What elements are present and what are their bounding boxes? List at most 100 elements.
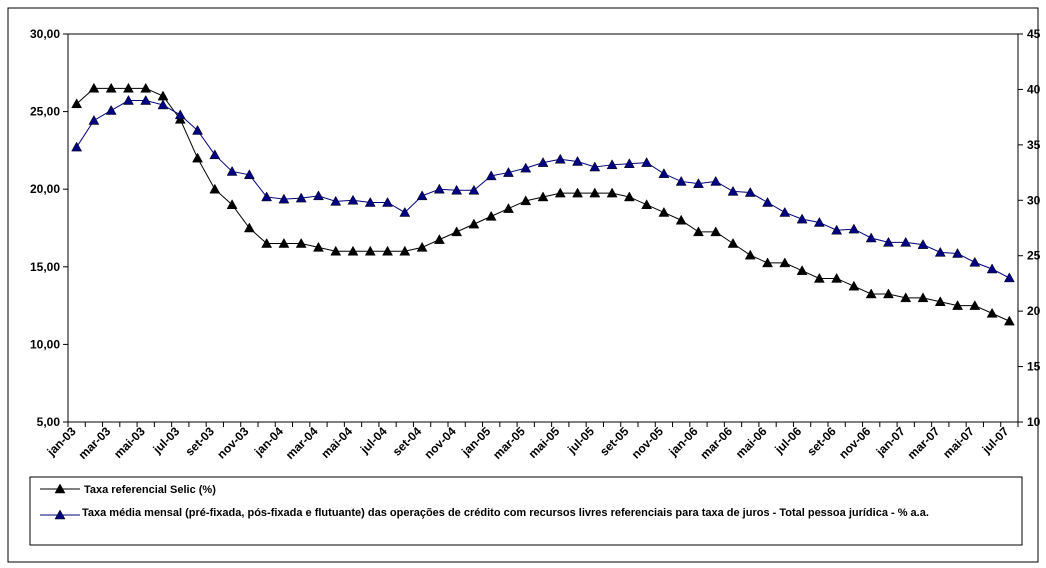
data-point [693,226,704,237]
data-point [779,257,791,268]
data-point [433,234,445,244]
data-point [243,222,255,233]
data-point [192,124,203,135]
data-point [503,167,514,177]
data-point [779,206,791,217]
data-point [762,196,773,207]
data-point [192,152,203,163]
y-tick-label: 5,00 [37,415,61,429]
data-point [468,218,480,229]
data-point [520,162,532,173]
data-point [537,191,549,202]
data-point [572,187,583,198]
data-point [813,272,825,283]
data-point [313,241,324,252]
data-point [433,183,445,194]
data-point [330,195,342,206]
data-point [382,245,393,256]
data-point [399,245,411,256]
y2-tick-label: 40 [1027,82,1041,96]
data-point [710,226,722,237]
data-point [865,288,877,299]
data-point [313,190,324,201]
data-point [278,193,290,204]
data-point [485,170,497,181]
data-point [917,239,929,249]
data-point [641,199,653,209]
data-point [865,232,877,243]
data-point [744,187,756,197]
data-point [744,249,756,260]
data-point [174,109,186,120]
legend-label: Taxa referencial Selic (%) [84,484,216,496]
data-point [554,153,566,164]
data-point [416,241,428,252]
data-point [105,82,117,93]
data-point [952,300,963,310]
data-point [883,288,894,299]
data-point [813,216,825,227]
data-point [295,238,307,248]
data-point [883,236,894,247]
data-point [226,165,238,176]
data-point [934,296,946,306]
plot-area [67,33,1019,423]
legend-marker [54,483,66,494]
data-point [123,82,134,93]
legend-marker [54,509,66,520]
data-point [209,183,221,194]
data-point [606,159,618,170]
data-point [831,272,843,283]
data-point [140,94,152,105]
data-point [209,149,221,160]
y-tick-label: 20,00 [30,182,60,196]
y-tick-label: 30,00 [30,27,60,41]
data-point [451,226,463,237]
data-point [917,292,929,303]
data-point [157,99,169,110]
y2-tick-label: 30 [1027,193,1041,207]
data-point [762,257,773,268]
data-point [503,203,514,213]
data-point [416,190,428,201]
data-point [226,199,238,209]
y2-tick-label: 20 [1027,304,1041,318]
data-point [658,168,670,178]
data-point [364,196,376,207]
data-point [900,236,912,247]
data-point [347,245,359,256]
y-tick-label: 10,00 [30,337,60,351]
data-point [796,265,808,275]
y2-tick-label: 35 [1027,138,1041,152]
data-point [986,307,998,318]
y2-tick-label: 25 [1027,249,1041,263]
data-point [727,185,739,196]
y2-tick-label: 15 [1027,360,1041,374]
data-point [952,247,963,258]
data-point [295,192,307,203]
data-point [693,178,704,188]
data-point [330,245,342,256]
data-point [451,184,463,195]
data-point [969,256,981,267]
data-point [468,184,480,195]
legend-label-box: Taxa média mensal (pré-fixada, pós-fixad… [82,507,929,519]
data-point [71,98,83,109]
data-point [727,238,739,248]
data-point [71,141,83,152]
data-point [105,104,117,115]
data-point [623,158,635,168]
data-point [485,210,497,221]
data-point [623,191,635,202]
data-point [88,114,100,125]
data-point [261,238,273,248]
data-point [399,206,411,217]
data-point [848,223,860,234]
data-point [641,157,653,167]
data-point [364,245,376,256]
y-tick-label: 15,00 [30,260,60,274]
data-point [606,187,618,198]
data-point [520,195,532,206]
data-point [1003,315,1015,326]
